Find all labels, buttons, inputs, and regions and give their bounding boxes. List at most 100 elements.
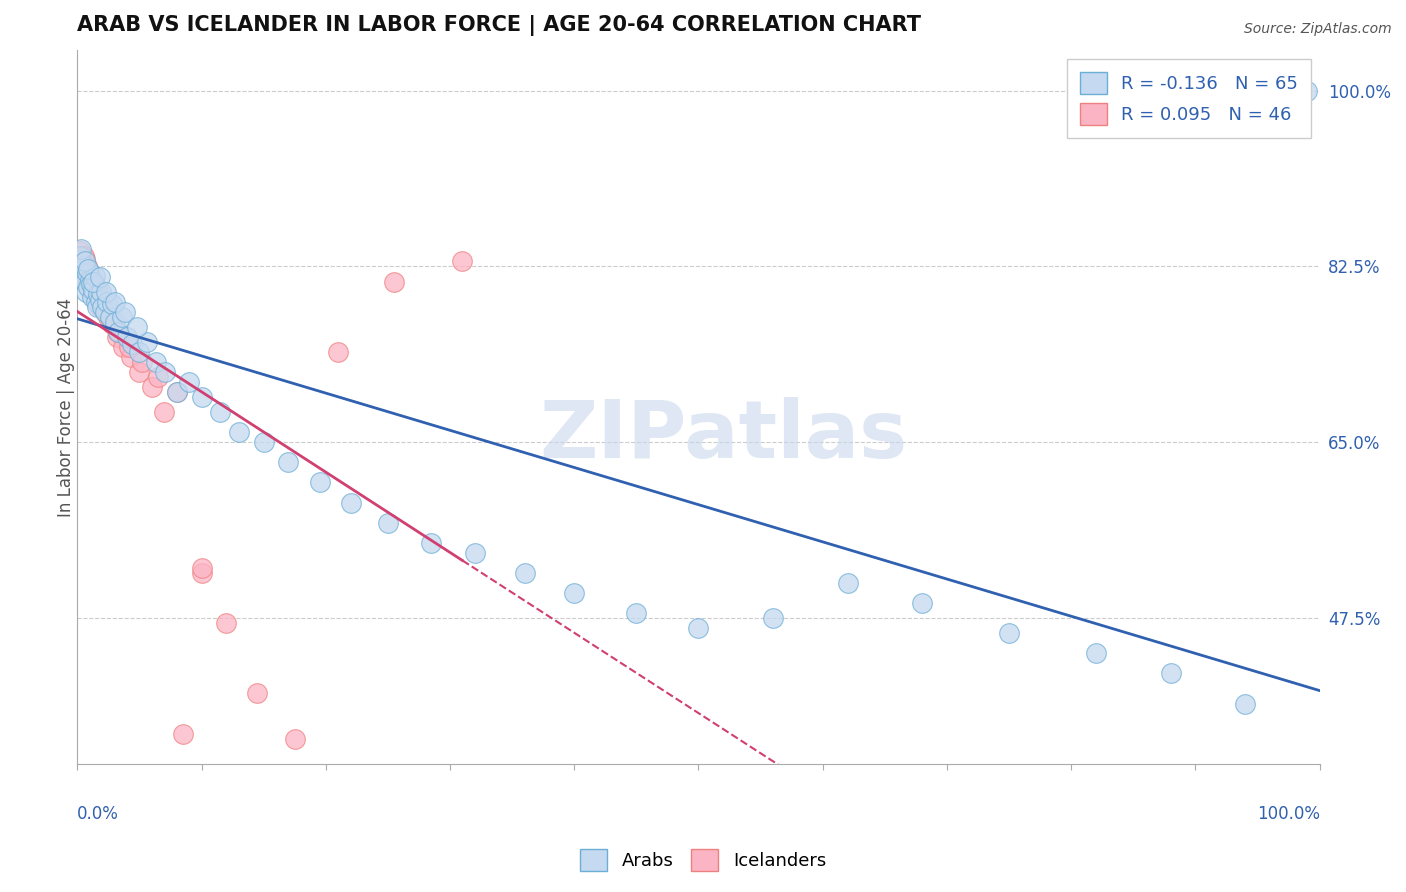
- Point: [115, 330, 138, 344]
- Point: [420, 535, 443, 549]
- Point: [382, 275, 405, 289]
- Point: [72, 260, 94, 274]
- Point: [166, 385, 188, 400]
- Point: [86, 283, 108, 297]
- Point: [94, 285, 117, 299]
- Point: [328, 344, 350, 359]
- Point: [72, 264, 94, 278]
- Point: [339, 495, 361, 509]
- Point: [253, 435, 276, 450]
- Point: [107, 325, 129, 339]
- Point: [688, 621, 710, 635]
- Point: [837, 576, 859, 591]
- Point: [72, 249, 94, 263]
- Point: [80, 277, 103, 291]
- Point: [246, 686, 269, 700]
- Point: [80, 279, 103, 293]
- Point: [86, 300, 108, 314]
- Point: [998, 626, 1021, 640]
- Point: [1085, 646, 1108, 660]
- Point: [103, 294, 125, 309]
- Point: [762, 611, 785, 625]
- Point: [82, 275, 104, 289]
- Point: [153, 405, 176, 419]
- Point: [177, 375, 200, 389]
- Point: [114, 304, 136, 318]
- Point: [98, 310, 121, 324]
- Point: [82, 283, 104, 297]
- Point: [107, 325, 129, 339]
- Point: [69, 249, 91, 263]
- Point: [82, 290, 104, 304]
- Text: ARAB VS ICELANDER IN LABOR FORCE | AGE 20-64 CORRELATION CHART: ARAB VS ICELANDER IN LABOR FORCE | AGE 2…: [77, 15, 921, 36]
- Point: [80, 272, 103, 286]
- Point: [91, 293, 114, 307]
- Point: [97, 310, 120, 324]
- Point: [77, 262, 100, 277]
- Point: [98, 310, 121, 324]
- Point: [155, 365, 177, 379]
- Point: [84, 290, 107, 304]
- Point: [626, 606, 648, 620]
- Point: [72, 256, 94, 270]
- Point: [76, 264, 98, 278]
- Point: [91, 296, 114, 310]
- Point: [79, 272, 101, 286]
- Point: [90, 285, 112, 299]
- Point: [451, 254, 474, 268]
- Point: [464, 546, 486, 560]
- Text: ZIPatlas: ZIPatlas: [540, 397, 907, 475]
- Point: [70, 249, 93, 263]
- Point: [89, 300, 111, 314]
- Point: [131, 355, 153, 369]
- Point: [120, 350, 142, 364]
- Point: [69, 244, 91, 259]
- Point: [91, 300, 114, 314]
- Point: [112, 340, 135, 354]
- Point: [96, 294, 118, 309]
- Point: [1296, 84, 1319, 98]
- Point: [172, 727, 194, 741]
- Point: [101, 317, 124, 331]
- Point: [73, 254, 96, 268]
- Point: [77, 275, 100, 289]
- Point: [101, 296, 124, 310]
- Point: [128, 365, 150, 379]
- Point: [87, 286, 110, 301]
- Point: [73, 275, 96, 289]
- Point: [83, 277, 105, 291]
- Point: [284, 731, 307, 746]
- Point: [76, 260, 98, 274]
- Point: [209, 405, 232, 419]
- Point: [128, 344, 150, 359]
- Point: [190, 561, 212, 575]
- Point: [75, 285, 97, 299]
- Point: [377, 516, 399, 530]
- Point: [105, 330, 128, 344]
- Point: [89, 293, 111, 307]
- Point: [166, 385, 188, 400]
- Point: [111, 310, 134, 324]
- Point: [82, 272, 104, 286]
- Point: [84, 294, 107, 309]
- Point: [911, 596, 934, 610]
- Point: [135, 334, 157, 349]
- Point: [277, 455, 299, 469]
- Point: [118, 340, 141, 354]
- Point: [562, 586, 585, 600]
- Point: [190, 566, 212, 580]
- Text: Source: ZipAtlas.com: Source: ZipAtlas.com: [1244, 22, 1392, 37]
- Point: [190, 390, 212, 404]
- Legend: R = -0.136   N = 65, R = 0.095   N = 46: R = -0.136 N = 65, R = 0.095 N = 46: [1067, 60, 1310, 138]
- Point: [70, 243, 93, 257]
- Point: [82, 285, 104, 299]
- Point: [70, 264, 93, 278]
- Point: [145, 355, 167, 369]
- Point: [121, 336, 143, 351]
- Point: [89, 269, 111, 284]
- Point: [83, 268, 105, 283]
- Point: [73, 252, 96, 267]
- Point: [93, 304, 115, 318]
- Point: [77, 279, 100, 293]
- Point: [76, 267, 98, 281]
